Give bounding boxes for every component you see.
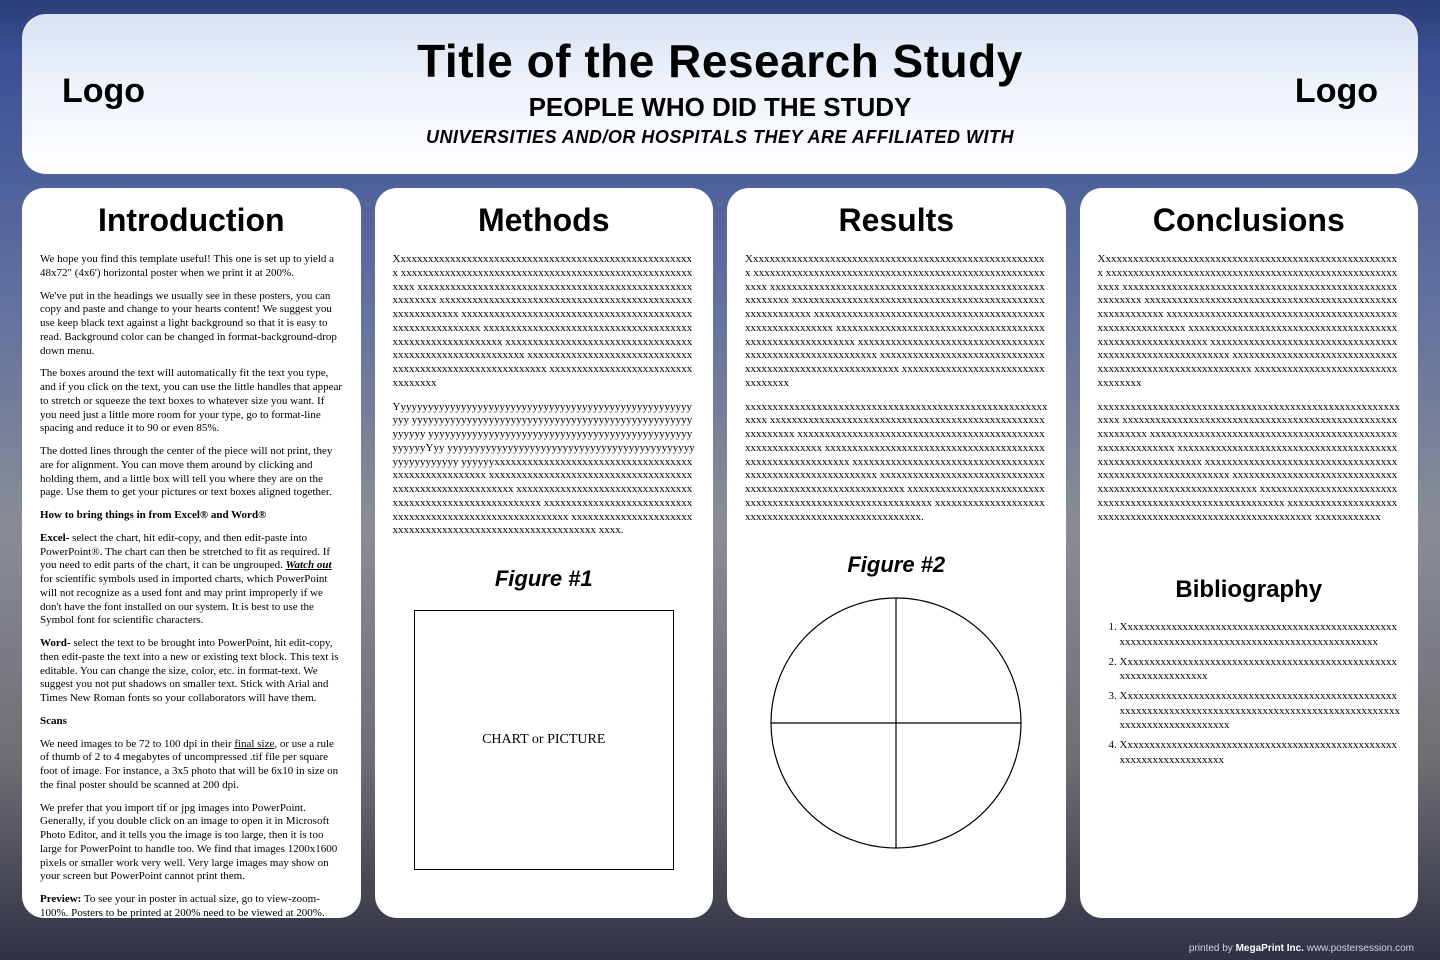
label-excel: Excel- <box>40 532 69 544</box>
bibliography-item: Xxxxxxxxxxxxxxxxxxxxxxxxxxxxxxxxxxxxxxxx… <box>1120 738 1401 767</box>
figure2-pie <box>745 596 1048 850</box>
logo-right: Logo <box>1238 72 1378 111</box>
watch-out: Watch out <box>286 559 332 571</box>
poster-authors: PEOPLE WHO DID THE STUDY <box>202 92 1238 123</box>
figure1-box: CHART or PICTURE <box>414 610 674 870</box>
intro-preview: Preview: To see your in poster in actual… <box>40 893 343 918</box>
heading-introduction: Introduction <box>40 202 343 239</box>
intro-subhead-scans: Scans <box>40 715 343 729</box>
footer-company: MegaPrint Inc. <box>1236 943 1304 954</box>
results-text-2: xxxxxxxxxxxxxxxxxxxxxxxxxxxxxxxxxxxxxxxx… <box>745 401 1048 525</box>
footer-url: www.postersession.com <box>1304 943 1414 954</box>
figure1-box-label: CHART or PICTURE <box>482 732 605 748</box>
heading-methods: Methods <box>393 202 696 239</box>
poster-affiliation: UNIVERSITIES AND/OR HOSPITALS THEY ARE A… <box>202 127 1238 148</box>
conclusions-text-2: xxxxxxxxxxxxxxxxxxxxxxxxxxxxxxxxxxxxxxxx… <box>1098 401 1401 525</box>
title-center: Title of the Research Study PEOPLE WHO D… <box>202 34 1238 148</box>
word-body: select the text to be brought into Power… <box>40 637 339 704</box>
excel-tail: for scientific symbols used in imported … <box>40 573 327 626</box>
label-preview: Preview: <box>40 893 81 905</box>
pie-chart-icon <box>769 596 1023 850</box>
footer-credit: printed by MegaPrint Inc. www.postersess… <box>1189 943 1414 954</box>
bibliography-item: Xxxxxxxxxxxxxxxxxxxxxxxxxxxxxxxxxxxxxxxx… <box>1120 689 1401 732</box>
title-banner: Logo Title of the Research Study PEOPLE … <box>22 14 1418 174</box>
column-conclusions: Conclusions Xxxxxxxxxxxxxxxxxxxxxxxxxxxx… <box>1080 188 1419 918</box>
intro-p2: We've put in the headings we usually see… <box>40 290 343 359</box>
results-text-1: Xxxxxxxxxxxxxxxxxxxxxxxxxxxxxxxxxxxxxxxx… <box>745 253 1048 391</box>
bibliography-item: Xxxxxxxxxxxxxxxxxxxxxxxxxxxxxxxxxxxxxxxx… <box>1120 655 1401 684</box>
heading-conclusions: Conclusions <box>1098 202 1401 239</box>
bibliography-item: Xxxxxxxxxxxxxxxxxxxxxxxxxxxxxxxxxxxxxxxx… <box>1120 620 1401 649</box>
conclusions-text-1: Xxxxxxxxxxxxxxxxxxxxxxxxxxxxxxxxxxxxxxxx… <box>1098 253 1401 391</box>
label-word: Word- <box>40 637 71 649</box>
poster-title: Title of the Research Study <box>202 34 1238 88</box>
methods-text-x: Xxxxxxxxxxxxxxxxxxxxxxxxxxxxxxxxxxxxxxxx… <box>393 253 696 391</box>
intro-scans2: We prefer that you import tif or jpg ima… <box>40 802 343 885</box>
intro-excel: Excel- select the chart, hit edit-copy, … <box>40 532 343 628</box>
intro-p1: We hope you find this template useful! T… <box>40 253 343 281</box>
intro-subhead-excel-word: How to bring things in from Excel® and W… <box>40 509 343 523</box>
footer-prefix: printed by <box>1189 943 1236 954</box>
column-introduction: Introduction We hope you find this templ… <box>22 188 361 918</box>
intro-body: We hope you find this template useful! T… <box>40 253 343 918</box>
scans1-underline: final size <box>234 738 274 750</box>
heading-bibliography: Bibliography <box>1098 576 1401 604</box>
intro-word: Word- select the text to be brought into… <box>40 637 343 706</box>
column-methods: Methods Xxxxxxxxxxxxxxxxxxxxxxxxxxxxxxxx… <box>375 188 714 918</box>
heading-results: Results <box>745 202 1048 239</box>
intro-p3: The boxes around the text will automatic… <box>40 367 343 436</box>
figure2-label: Figure #2 <box>745 552 1048 578</box>
scans1a: We need images to be 72 to 100 dpi in th… <box>40 738 234 750</box>
figure1-label: Figure #1 <box>393 566 696 592</box>
intro-p4: The dotted lines through the center of t… <box>40 445 343 500</box>
intro-scans1: We need images to be 72 to 100 dpi in th… <box>40 738 343 793</box>
bibliography-list: Xxxxxxxxxxxxxxxxxxxxxxxxxxxxxxxxxxxxxxxx… <box>1098 620 1401 767</box>
methods-text-y: Yyyyyyyyyyyyyyyyyyyyyyyyyyyyyyyyyyyyyyyy… <box>393 401 696 539</box>
preview-body: To see your in poster in actual size, go… <box>40 893 325 918</box>
column-results: Results Xxxxxxxxxxxxxxxxxxxxxxxxxxxxxxxx… <box>727 188 1066 918</box>
logo-left: Logo <box>62 72 202 111</box>
columns-container: Introduction We hope you find this templ… <box>22 188 1418 918</box>
